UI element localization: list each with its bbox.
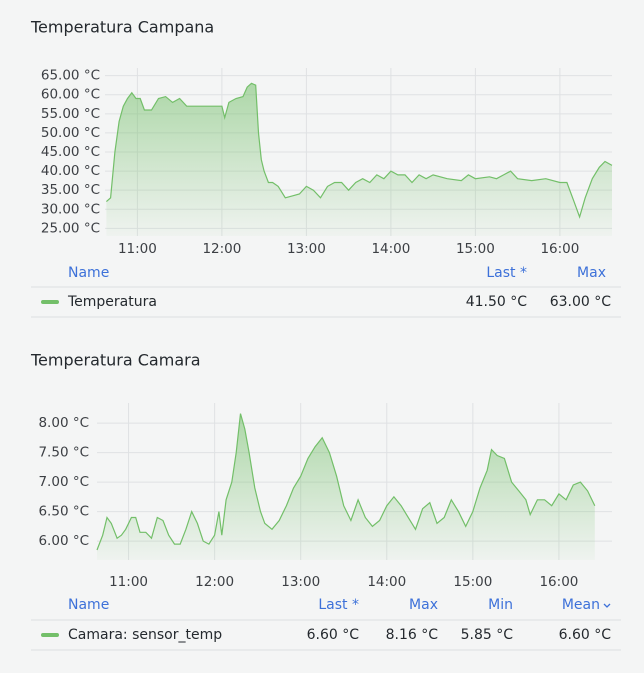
y-tick-label: 65.00 °C — [41, 68, 100, 84]
y-tick-label: 6.00 °C — [38, 533, 89, 549]
sort-chevron — [603, 603, 611, 608]
y-tick-label: 50.00 °C — [41, 125, 100, 141]
legend-header[interactable]: Name — [68, 597, 109, 613]
x-tick-label: 15:00 — [456, 241, 495, 257]
y-tick-label: 7.50 °C — [38, 445, 89, 461]
x-tick-label: 12:00 — [202, 241, 241, 257]
x-tick-label: 14:00 — [371, 241, 410, 257]
legend-header[interactable]: Max — [577, 265, 606, 281]
legend-name: Temperatura — [67, 294, 157, 310]
x-tick-label: 12:00 — [195, 574, 234, 590]
legend-value: 41.50 °C — [466, 294, 528, 310]
y-tick-label: 30.00 °C — [41, 201, 100, 217]
legend-value: 8.16 °C — [386, 627, 439, 643]
legend-header[interactable]: Last * — [318, 597, 359, 613]
x-tick-label: 16:00 — [539, 574, 578, 590]
legend-name: Camara: sensor_temp — [68, 627, 222, 643]
legend-value: 6.60 °C — [307, 627, 360, 643]
legend-value: 5.85 °C — [461, 627, 514, 643]
x-tick-label: 14:00 — [367, 574, 406, 590]
x-tick-label: 11:00 — [118, 241, 157, 257]
y-tick-label: 60.00 °C — [41, 87, 100, 103]
y-tick-label: 35.00 °C — [41, 182, 100, 198]
series-line — [96, 413, 596, 551]
x-tick-label: 11:00 — [109, 574, 148, 590]
y-tick-label: 7.00 °C — [38, 474, 89, 490]
legend-header[interactable]: Max — [409, 597, 438, 613]
area — [97, 413, 595, 560]
legend-header[interactable]: Name — [68, 265, 109, 281]
legend-swatch — [41, 633, 59, 637]
legend-header[interactable]: Min — [488, 597, 513, 613]
area — [106, 83, 613, 236]
y-tick-label: 40.00 °C — [41, 163, 100, 179]
legend-header[interactable]: Last * — [486, 265, 527, 281]
x-tick-label: 13:00 — [281, 574, 320, 590]
panel-title: Temperatura Campana — [30, 18, 214, 37]
legend-swatch — [41, 300, 59, 304]
series-line — [105, 82, 613, 219]
legend-value: 6.60 °C — [559, 627, 612, 643]
x-tick-label: 15:00 — [453, 574, 492, 590]
y-tick-label: 6.50 °C — [38, 504, 89, 520]
x-tick-label: 13:00 — [287, 241, 326, 257]
y-tick-label: 25.00 °C — [41, 220, 100, 236]
panel-title: Temperatura Camara — [30, 351, 201, 370]
y-tick-label: 45.00 °C — [41, 144, 100, 160]
x-tick-label: 16:00 — [540, 241, 579, 257]
legend-header[interactable]: Mean — [562, 597, 600, 613]
y-tick-label: 55.00 °C — [41, 106, 100, 122]
y-tick-label: 8.00 °C — [38, 415, 89, 431]
legend-value: 63.00 °C — [550, 294, 612, 310]
